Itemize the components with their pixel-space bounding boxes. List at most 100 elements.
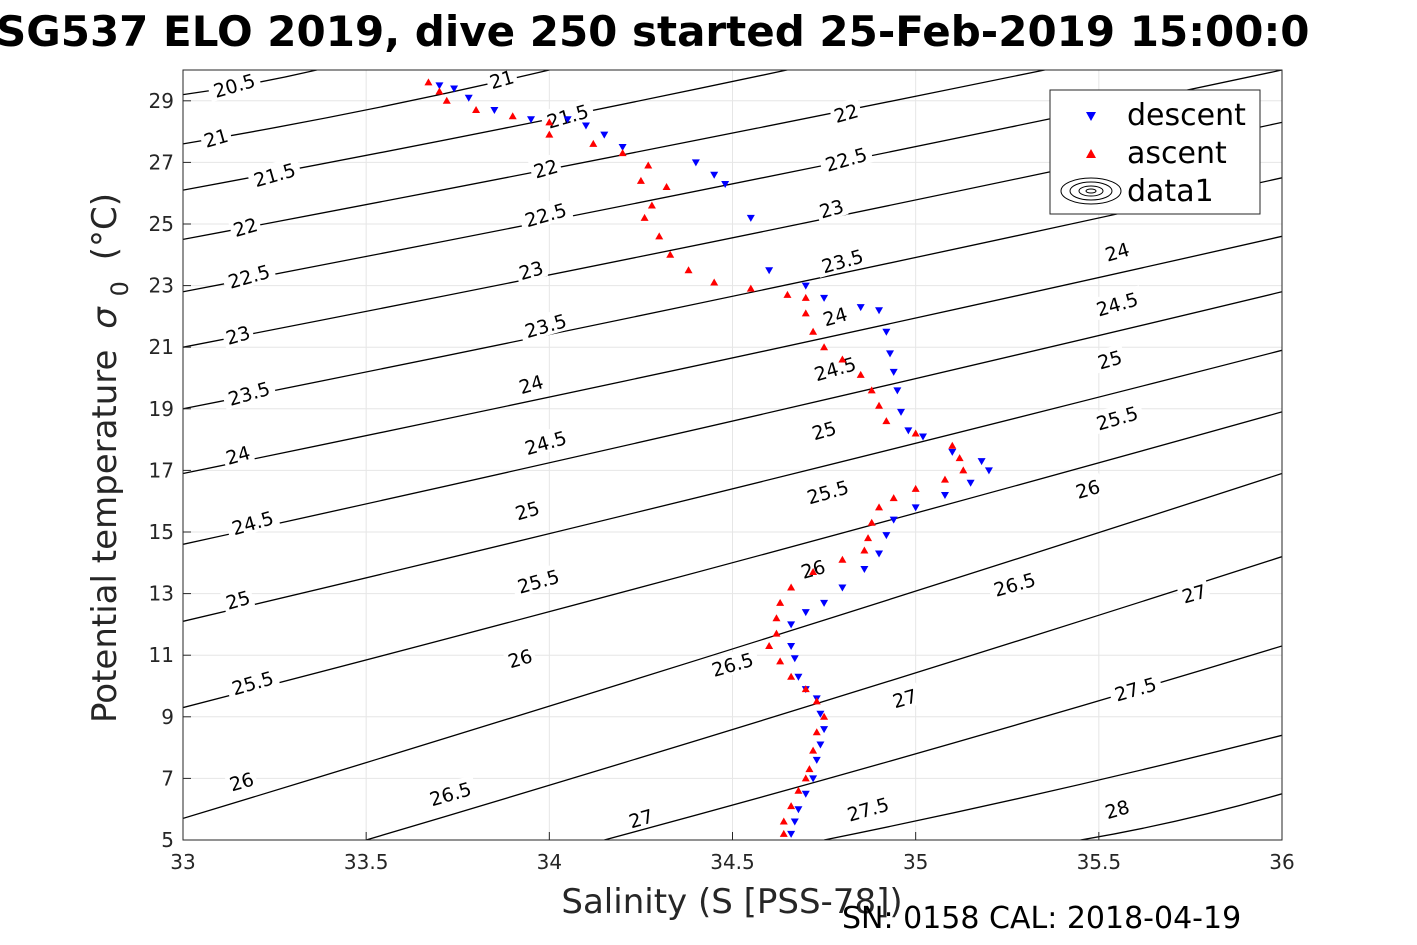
x-axis-label: Salinity (S [PSS-78]) xyxy=(561,882,902,922)
ascent-point xyxy=(666,250,675,258)
ascent-point xyxy=(867,386,876,394)
contour-label-bg xyxy=(517,306,574,343)
ascent-point xyxy=(779,817,788,825)
contour-label-bg xyxy=(517,423,574,460)
contour-line-25 xyxy=(183,349,1282,622)
contour-label-bg xyxy=(986,565,1043,602)
ascent-point xyxy=(864,534,873,542)
descent-point xyxy=(618,144,627,151)
ascent-point xyxy=(838,355,847,363)
ascent-point xyxy=(779,829,788,837)
x-tick-label: 33 xyxy=(170,850,195,874)
contour-label-bg xyxy=(1092,343,1127,374)
y-tick-label: 13 xyxy=(149,582,174,606)
descent-point xyxy=(801,282,810,290)
ascent-point xyxy=(820,343,829,351)
contour-label-bg xyxy=(224,504,281,540)
y-tick-label: 7 xyxy=(161,766,174,790)
ascent-point xyxy=(442,96,451,104)
y-tick-label: 25 xyxy=(149,212,174,236)
contour-line-26 xyxy=(183,472,1282,820)
ascent-point xyxy=(809,568,818,576)
ascent-point xyxy=(875,401,884,409)
y-tick-label: 29 xyxy=(149,89,174,113)
ascent-point xyxy=(545,118,554,126)
ascent-point xyxy=(812,697,821,705)
ascent-point xyxy=(772,614,781,622)
chart-title: SG537 ELO 2019, dive 250 started 25-Feb-… xyxy=(0,7,1309,56)
contour-label-bg xyxy=(527,152,563,183)
ascent-point xyxy=(787,672,796,680)
y-tick-label: 5 xyxy=(161,828,174,852)
contour-label-group: 25 xyxy=(1092,343,1127,374)
ascent-point xyxy=(776,657,785,665)
ascent-point xyxy=(801,309,810,317)
contour-label-group: 27 xyxy=(1176,577,1212,608)
x-tick-label: 34 xyxy=(537,850,562,874)
ascent-point xyxy=(809,746,818,754)
ascent-point xyxy=(820,712,829,720)
contour-label-bg xyxy=(1088,285,1145,321)
descent-point xyxy=(882,532,891,540)
descent-point xyxy=(790,655,799,663)
ascent-point xyxy=(801,685,810,693)
y-axis-label-units: (°C) xyxy=(85,193,125,260)
descent-point xyxy=(710,171,719,179)
descent-point xyxy=(882,328,891,336)
descent-point xyxy=(490,107,499,115)
y-tick-label: 21 xyxy=(149,335,174,359)
ascent-point xyxy=(684,266,693,274)
legend-descent-label: descent xyxy=(1127,98,1246,133)
legend-descent-marker xyxy=(1086,112,1096,121)
legend-box xyxy=(1049,89,1261,215)
descent-point xyxy=(527,116,536,124)
legend-data1-label: data1 xyxy=(1127,174,1214,209)
contour-label-bg xyxy=(886,682,922,713)
ascent-point xyxy=(955,454,964,462)
ascent-point xyxy=(783,290,792,298)
contour-label-bg xyxy=(817,300,853,331)
descent-point xyxy=(918,433,927,441)
ascent-point xyxy=(435,87,444,95)
ascent-point xyxy=(805,765,814,773)
ascent-point xyxy=(472,106,481,114)
descent-point xyxy=(860,565,869,573)
contour-line-20-5 xyxy=(183,70,320,96)
descent-point xyxy=(816,710,825,718)
descent-point xyxy=(984,467,993,475)
ascent-point xyxy=(776,598,785,606)
contour-label-group: 24 xyxy=(1099,236,1135,267)
contour-label-group: 26 xyxy=(223,765,259,796)
y-tick-label: 19 xyxy=(149,397,174,421)
y-tick-label: 17 xyxy=(149,458,174,482)
descent-point xyxy=(886,350,895,358)
descent-point xyxy=(794,806,803,814)
contour-line-27 xyxy=(604,645,1282,840)
contour-label-group: 26.5 xyxy=(704,645,761,682)
descent-point xyxy=(838,584,847,592)
descent-point xyxy=(809,775,818,783)
ascent-point xyxy=(787,583,796,591)
descent-point xyxy=(746,214,755,222)
contour-line-24 xyxy=(183,235,1282,475)
ascent-point xyxy=(911,429,920,437)
y-axis-label-text: Potential temperature xyxy=(85,350,125,723)
descent-point xyxy=(787,621,796,629)
descent-point xyxy=(948,448,957,456)
x-tick-label: 34.5 xyxy=(710,850,755,874)
contour-line-24-5 xyxy=(183,291,1282,545)
contour-label-bg xyxy=(227,211,263,241)
contour-label-bg xyxy=(806,414,842,445)
descent-point xyxy=(787,830,796,838)
ascent-point xyxy=(746,284,755,292)
x-axis-ticks: 33 33.5 34 34.5 35 35.5 36 xyxy=(170,832,1295,874)
descent-point xyxy=(790,818,799,826)
ascent-point xyxy=(772,629,781,637)
ascent-point xyxy=(545,130,554,138)
contour-label-bg xyxy=(510,562,567,599)
y-tick-label: 27 xyxy=(149,150,174,174)
descent-point xyxy=(816,741,825,749)
contour-line-27-5 xyxy=(823,734,1282,840)
legend: descent ascent data1 xyxy=(1049,89,1261,215)
ascent-point xyxy=(875,503,884,511)
